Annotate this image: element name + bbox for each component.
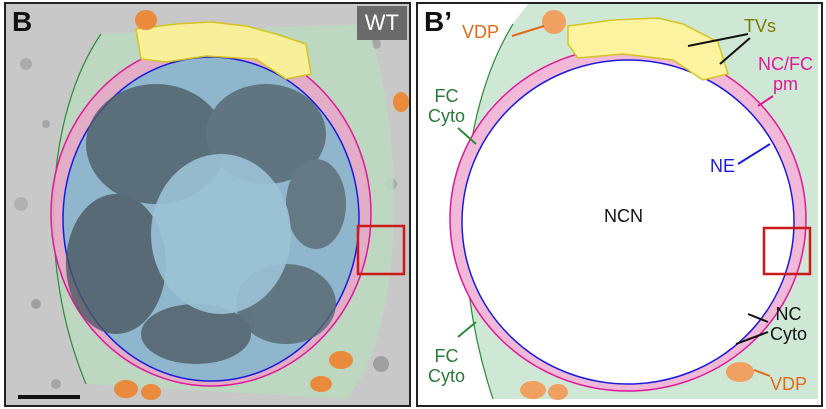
label-fc-cyto-bottom: FC Cyto [428,346,465,386]
label-fc-cyto-bottom-line1: FC [434,346,459,366]
label-fc-cyto-top-line2: Cyto [428,106,466,126]
nuclear-envelope-line [461,59,795,385]
nucleoplasm-light-region [151,154,291,314]
arrow-fc-cyto-top [457,127,477,145]
label-vdp-top: VDP [462,22,500,42]
arrow-tvs-right [719,37,751,65]
panel-label-b-prime: B’ [424,6,452,37]
vdp-blob [135,10,157,30]
arrow-fc-cyto-bottom [457,321,477,338]
vdp-blob [141,384,161,400]
tvs-region [567,17,729,81]
callout-box [762,226,812,276]
label-nc-cyto: NC Cyto [770,304,807,344]
arrow-nc-cyto-1 [747,313,769,323]
arrow-tvs-left [687,33,749,47]
panel-b-prime-schematic: B’ VDP TVs NC/FC pm FC Cyto NE NCN NC Cy… [416,2,823,407]
vdp-blob [393,92,409,112]
arrow-nc-cyto-2 [735,331,769,345]
label-fc-cyto-bottom-line2: Cyto [428,366,466,386]
label-ne: NE [710,156,736,176]
vdp-blob [114,380,138,398]
schematic-illustration [449,4,818,400]
vdp-blob [310,376,332,392]
label-ncfc-pm-line2: pm [772,74,798,94]
label-ncfc-pm-line1: NC/FC [758,54,813,74]
label-ncn: NCN [604,206,643,226]
genotype-badge: WT [356,6,407,40]
ncn-region [462,60,794,384]
panel-label-b: B [12,6,33,37]
vdp-blob [329,351,353,369]
panel-b-micrograph: B WT [4,2,411,407]
tvs-region [135,21,312,80]
micrograph-illustration [6,4,409,405]
vdp-blob [542,10,566,34]
label-vdp-bottom: VDP [770,374,808,394]
vdp-blob [726,362,754,382]
arrow-vdp-top [511,25,545,37]
arrow-vdp-bottom [753,369,771,377]
arrow-ncfc-pm [757,95,774,107]
label-fc-cyto-top-line1: FC [434,86,459,106]
vdp-blob [548,384,568,400]
label-tvs: TVs [744,16,777,36]
label-nc-cyto-line1: NC [775,304,802,324]
label-ncfc-pm: NC/FC pm [758,54,813,94]
arrow-ne [737,143,771,165]
vdp-blob [520,381,546,399]
label-fc-cyto-top: FC Cyto [428,86,465,126]
label-nc-cyto-line2: Cyto [770,324,808,344]
scale-bar [18,395,80,399]
callout-box [356,224,406,276]
